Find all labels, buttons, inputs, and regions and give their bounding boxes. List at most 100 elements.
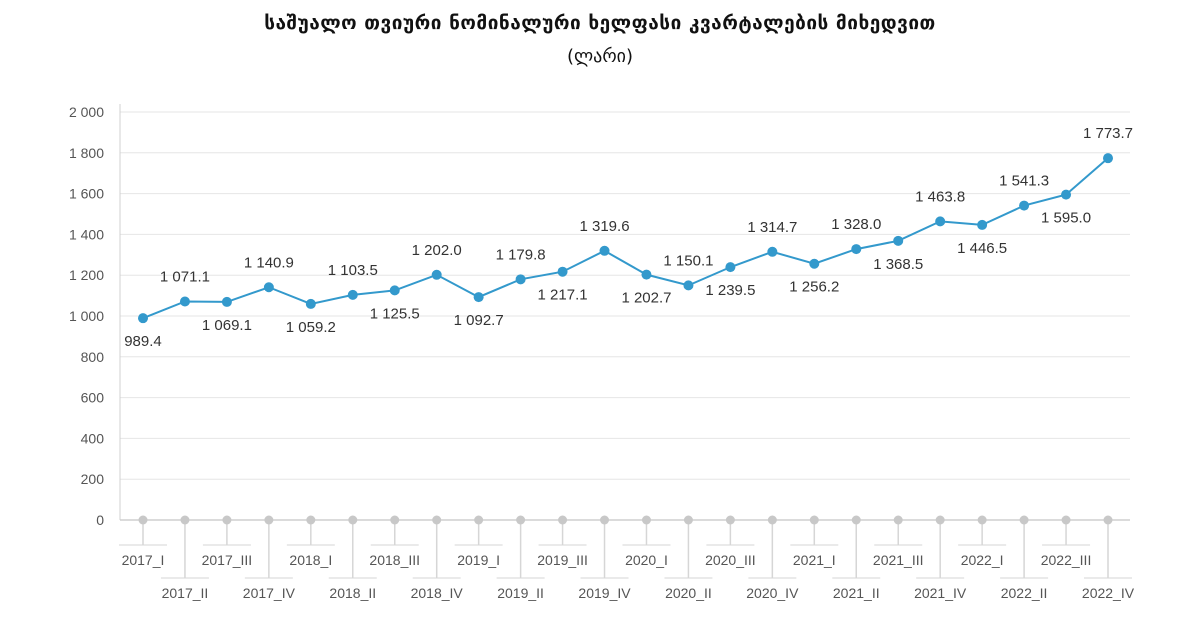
axis-marker <box>767 515 777 525</box>
x-tick-label: 2018_IV <box>411 585 464 601</box>
data-point <box>809 258 820 269</box>
axis-marker <box>893 515 903 525</box>
data-label: 1 319.6 <box>579 218 629 235</box>
data-label: 1 595.0 <box>1041 210 1091 227</box>
axis-marker <box>138 515 148 525</box>
data-label: 1 328.0 <box>831 216 881 233</box>
data-point <box>138 313 148 324</box>
data-label: 1 125.5 <box>370 305 420 322</box>
data-label: 1 239.5 <box>705 282 755 299</box>
axis-marker <box>432 515 442 525</box>
y-tick-label: 1 000 <box>69 308 104 324</box>
data-label: 1 059.2 <box>286 319 336 336</box>
data-label: 1 202.7 <box>621 290 671 307</box>
data-point <box>683 280 694 291</box>
axis-marker <box>1061 515 1071 525</box>
axis-marker <box>516 515 526 525</box>
y-tick-label: 600 <box>81 390 105 406</box>
data-point <box>725 262 736 273</box>
data-label: 989.4 <box>124 333 162 350</box>
x-tick-label: 2021_III <box>873 552 924 568</box>
data-label: 1 446.5 <box>957 240 1007 257</box>
axis-marker <box>935 515 945 525</box>
x-tick-label: 2022_I <box>961 552 1004 568</box>
data-point <box>767 246 778 257</box>
x-tick-label: 2018_I <box>289 552 332 568</box>
y-tick-label: 2 000 <box>69 104 104 120</box>
data-label: 1 202.0 <box>412 242 462 259</box>
data-label: 1 103.5 <box>328 262 378 279</box>
y-tick-label: 400 <box>81 430 105 446</box>
y-tick-label: 800 <box>81 349 105 365</box>
axis-marker <box>558 515 568 525</box>
data-point <box>1103 153 1113 164</box>
data-point <box>305 298 316 309</box>
data-label: 1 541.3 <box>999 173 1049 190</box>
data-point <box>641 269 652 280</box>
data-label: 1 069.1 <box>202 317 252 334</box>
data-point <box>557 266 568 277</box>
data-point <box>221 296 232 307</box>
axis-marker <box>264 515 274 525</box>
x-tick-label: 2020_IV <box>746 585 799 601</box>
y-tick-label: 1 800 <box>69 145 104 161</box>
axis-marker <box>683 515 693 525</box>
x-tick-label: 2021_II <box>833 585 880 601</box>
series-line <box>142 157 1109 320</box>
data-label: 1 179.8 <box>496 246 546 263</box>
x-tick-label: 2017_IV <box>243 585 296 601</box>
data-label: 1 463.8 <box>915 188 965 205</box>
x-tick-label: 2017_III <box>202 552 253 568</box>
axis-marker <box>348 515 358 525</box>
data-point <box>977 219 988 230</box>
data-label: 1 256.2 <box>789 279 839 296</box>
data-label: 1 217.1 <box>538 287 588 304</box>
x-tick-label: 2017_I <box>122 552 165 568</box>
chart-subtitle: (ლარი) <box>567 46 633 67</box>
chart-title: საშუალო თვიური ნომინალური ხელფასი კვარტა… <box>264 12 936 34</box>
x-tick-label: 2019_II <box>497 585 544 601</box>
axis-marker <box>1103 515 1113 525</box>
data-point <box>935 216 946 227</box>
data-label: 1 150.1 <box>663 252 713 269</box>
data-point <box>1061 189 1072 200</box>
y-tick-label: 1 200 <box>69 267 104 283</box>
axis-marker <box>809 515 819 525</box>
y-tick-label: 1 600 <box>69 186 104 202</box>
axis-marker <box>390 515 400 525</box>
data-point <box>515 274 526 285</box>
x-tick-label: 2018_II <box>329 585 376 601</box>
data-point <box>851 244 862 255</box>
data-label: 1 773.7 <box>1083 125 1133 142</box>
x-tick-label: 2019_I <box>457 552 500 568</box>
x-tick-label: 2019_IV <box>578 585 631 601</box>
data-point <box>263 282 274 293</box>
data-point <box>431 269 442 280</box>
data-point <box>347 289 358 300</box>
x-tick-label: 2021_IV <box>914 585 967 601</box>
axis-marker <box>600 515 610 525</box>
axis-marker <box>306 515 316 525</box>
data-label: 1 092.7 <box>454 312 504 329</box>
x-tick-label: 2022_III <box>1041 552 1092 568</box>
x-tick-label: 2017_II <box>162 585 209 601</box>
axis-marker <box>474 515 484 525</box>
axis-marker <box>977 515 987 525</box>
data-label: 1 140.9 <box>244 254 294 271</box>
data-point <box>179 296 190 307</box>
x-tick-label: 2019_III <box>537 552 588 568</box>
axis-marker <box>851 515 861 525</box>
y-tick-label: 1 400 <box>69 226 104 242</box>
data-point <box>1019 200 1030 211</box>
axis-marker <box>641 515 651 525</box>
data-point <box>473 292 484 303</box>
x-tick-label: 2018_III <box>369 552 420 568</box>
y-tick-label: 0 <box>96 512 104 528</box>
axis-marker <box>1019 515 1029 525</box>
data-label: 1 314.7 <box>747 219 797 236</box>
axis-marker <box>180 515 190 525</box>
x-tick-label: 2020_I <box>625 552 668 568</box>
data-label: 1 368.5 <box>873 256 923 273</box>
axis-marker <box>725 515 735 525</box>
